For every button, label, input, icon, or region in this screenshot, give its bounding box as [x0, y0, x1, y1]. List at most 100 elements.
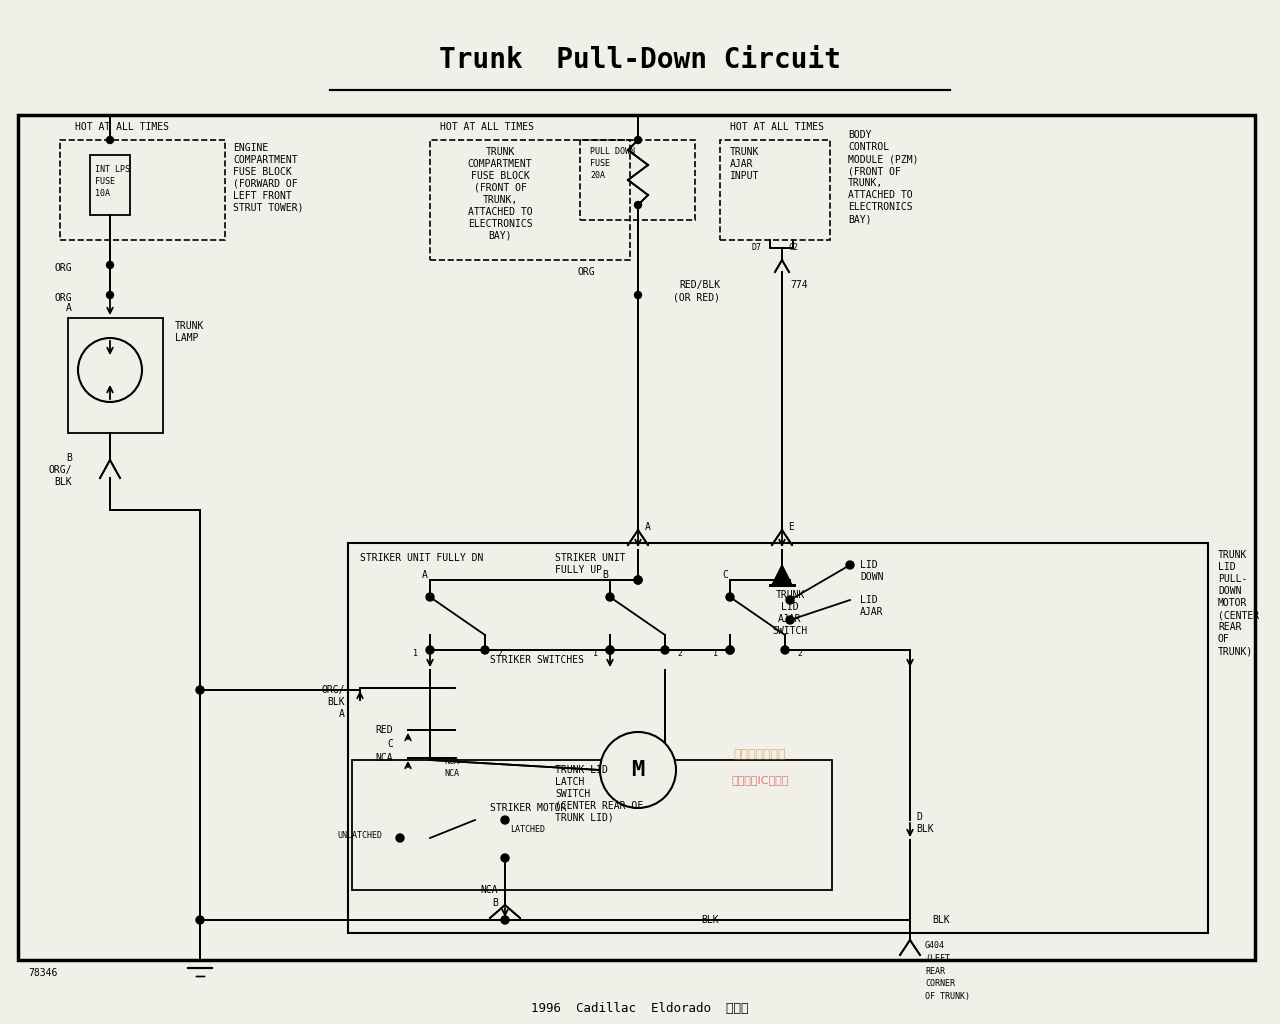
Text: STRIKER SWITCHES: STRIKER SWITCHES	[490, 655, 584, 665]
Text: HOT AT ALL TIMES: HOT AT ALL TIMES	[440, 122, 534, 132]
Circle shape	[500, 916, 509, 924]
Text: (FORWARD OF: (FORWARD OF	[233, 179, 298, 189]
Bar	[60, 140, 225, 240]
Text: SWITCH: SWITCH	[772, 626, 808, 636]
Text: B: B	[67, 453, 72, 463]
Text: 1: 1	[593, 649, 598, 658]
Text: E: E	[788, 522, 794, 532]
Text: MOTOR: MOTOR	[1219, 598, 1248, 608]
Text: 20A: 20A	[590, 171, 605, 180]
Text: ELECTRONICS: ELECTRONICS	[467, 219, 532, 229]
Circle shape	[635, 292, 641, 299]
Text: RED: RED	[375, 725, 393, 735]
Circle shape	[726, 646, 733, 654]
Text: FULLY UP: FULLY UP	[556, 565, 602, 575]
Text: PULL-: PULL-	[1219, 574, 1248, 584]
Text: FUSE BLOCK: FUSE BLOCK	[471, 171, 530, 181]
Text: 2: 2	[797, 649, 803, 658]
Text: BODY: BODY	[849, 130, 872, 140]
Text: LID: LID	[781, 602, 799, 612]
Text: A: A	[67, 303, 72, 313]
Text: C2: C2	[788, 244, 797, 253]
Circle shape	[78, 338, 142, 402]
Text: STRIKER UNIT: STRIKER UNIT	[556, 553, 626, 563]
Text: NCA: NCA	[444, 758, 460, 767]
Text: 1996  Cadillac  Eldorado  电路图: 1996 Cadillac Eldorado 电路图	[531, 1001, 749, 1015]
Text: TRUNK): TRUNK)	[1219, 646, 1253, 656]
Text: ORG/: ORG/	[321, 685, 346, 695]
Circle shape	[426, 646, 434, 654]
Bar	[430, 140, 630, 260]
Text: (LEFT: (LEFT	[925, 953, 950, 963]
Text: M: M	[631, 760, 645, 780]
Bar	[90, 155, 131, 215]
Bar	[18, 115, 1254, 961]
Text: TRUNK: TRUNK	[485, 147, 515, 157]
Text: (FRONT OF: (FRONT OF	[849, 166, 901, 176]
Text: COMPARTMENT: COMPARTMENT	[233, 155, 298, 165]
Circle shape	[786, 596, 794, 604]
Text: TRUNK,: TRUNK,	[849, 178, 883, 188]
Bar	[348, 543, 1208, 933]
Text: C: C	[387, 739, 393, 749]
Circle shape	[605, 646, 614, 654]
Bar	[580, 140, 695, 220]
Text: FUSE: FUSE	[95, 177, 115, 186]
Text: BLK: BLK	[54, 477, 72, 487]
Circle shape	[635, 202, 641, 209]
Text: TRUNK: TRUNK	[175, 321, 205, 331]
Circle shape	[635, 136, 641, 143]
Text: INT LPS: INT LPS	[95, 166, 131, 174]
Text: 维库电子市场网: 维库电子市场网	[733, 749, 786, 762]
Circle shape	[726, 593, 733, 601]
Text: CORNER: CORNER	[925, 980, 955, 988]
Circle shape	[106, 292, 114, 299]
Circle shape	[196, 686, 204, 694]
Text: LID: LID	[860, 595, 878, 605]
Text: REAR: REAR	[1219, 622, 1242, 632]
Text: UNLATCHED: UNLATCHED	[338, 831, 383, 841]
Text: ATTACHED TO: ATTACHED TO	[467, 207, 532, 217]
Circle shape	[846, 561, 854, 569]
Text: AJAR: AJAR	[860, 607, 883, 617]
Circle shape	[426, 593, 434, 601]
Text: NCA: NCA	[375, 753, 393, 763]
Text: TRUNK,: TRUNK,	[483, 195, 517, 205]
Text: LATCHED: LATCHED	[509, 825, 545, 835]
Text: ELECTRONICS: ELECTRONICS	[849, 202, 913, 212]
Text: 78346: 78346	[28, 968, 58, 978]
Bar	[68, 318, 163, 433]
Text: DOWN: DOWN	[860, 572, 883, 582]
Text: ORG: ORG	[577, 267, 595, 278]
Text: ORG: ORG	[54, 293, 72, 303]
Text: TRUNK LID): TRUNK LID)	[556, 813, 613, 823]
Text: LEFT FRONT: LEFT FRONT	[233, 191, 292, 201]
Circle shape	[196, 916, 204, 924]
Text: DOWN: DOWN	[1219, 586, 1242, 596]
Text: 774: 774	[790, 280, 808, 290]
Text: B: B	[602, 570, 608, 580]
Text: ATTACHED TO: ATTACHED TO	[849, 190, 913, 200]
Circle shape	[396, 834, 404, 842]
Text: OF: OF	[1219, 634, 1230, 644]
Circle shape	[600, 732, 676, 808]
Text: LATCH: LATCH	[556, 777, 585, 787]
Text: A: A	[645, 522, 650, 532]
Text: STRIKER MOTOR: STRIKER MOTOR	[490, 803, 566, 813]
Circle shape	[106, 136, 114, 143]
Text: PULL DOWN: PULL DOWN	[590, 147, 635, 157]
Text: (OR RED): (OR RED)	[673, 293, 719, 303]
Text: B: B	[492, 898, 498, 908]
Text: 1: 1	[713, 649, 718, 658]
Text: G404: G404	[925, 940, 945, 949]
Text: HOT AT ALL TIMES: HOT AT ALL TIMES	[730, 122, 824, 132]
Text: STRIKER UNIT FULLY DN: STRIKER UNIT FULLY DN	[360, 553, 484, 563]
Text: D: D	[916, 812, 922, 822]
Text: LID: LID	[860, 560, 878, 570]
Text: C: C	[722, 570, 728, 580]
Text: CONTROL: CONTROL	[849, 142, 890, 152]
Circle shape	[106, 261, 114, 268]
Text: Trunk  Pull-Down Circuit: Trunk Pull-Down Circuit	[439, 46, 841, 74]
Text: BLK: BLK	[932, 915, 950, 925]
Text: (CENTER: (CENTER	[1219, 610, 1260, 620]
